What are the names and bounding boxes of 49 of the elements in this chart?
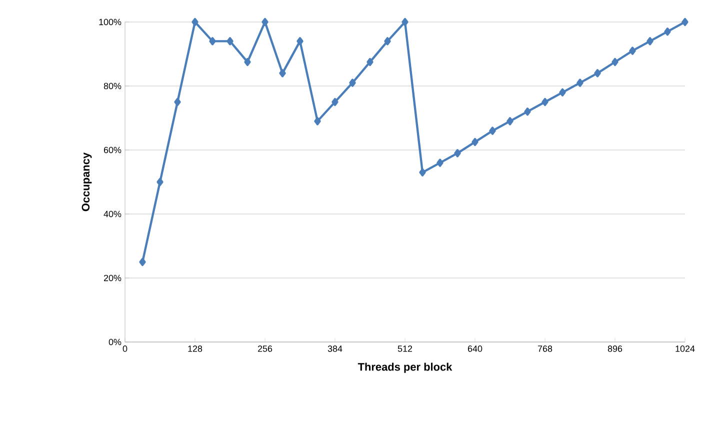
- point: [349, 78, 356, 87]
- x-tick-label: 1024: [676, 346, 695, 352]
- point: [542, 98, 548, 106]
- y-tick-label: 60%: [104, 146, 122, 154]
- point: [332, 98, 338, 106]
- x-tick-label: 0: [122, 346, 128, 352]
- y-tick-label: 100%: [99, 18, 122, 26]
- point: [436, 158, 444, 167]
- point: [192, 18, 198, 26]
- point: [454, 149, 461, 158]
- point: [419, 168, 426, 176]
- y-tick-label: 80%: [104, 82, 122, 90]
- point: [296, 37, 304, 46]
- point: [559, 88, 566, 96]
- point: [506, 117, 514, 126]
- point: [629, 46, 636, 55]
- y-tick-label: 20%: [104, 274, 122, 282]
- point: [489, 126, 496, 135]
- point: [174, 98, 181, 106]
- point: [524, 108, 531, 116]
- y-tick-label: 0%: [108, 338, 122, 346]
- x-tick-label: 384: [328, 346, 342, 352]
- point: [244, 58, 251, 66]
- point: [209, 37, 216, 46]
- point: [576, 78, 584, 87]
- point: [279, 69, 286, 78]
- point: [682, 18, 688, 26]
- y-axis-title: Occupancy: [82, 152, 92, 212]
- point: [139, 258, 146, 266]
- point: [262, 18, 268, 26]
- point: [384, 37, 391, 46]
- point: [226, 37, 234, 46]
- x-tick-label: 896: [608, 346, 622, 352]
- point: [646, 37, 654, 46]
- x-tick-label: 256: [258, 346, 272, 352]
- point: [402, 18, 408, 26]
- x-tick-label: 512: [398, 346, 412, 352]
- point: [314, 117, 321, 126]
- x-axis-title: Threads per block: [358, 362, 452, 373]
- point: [472, 138, 478, 146]
- point: [612, 58, 618, 66]
- point: [594, 69, 601, 78]
- x-tick-label: 640: [468, 346, 482, 352]
- x-tick-label: 768: [538, 346, 552, 352]
- point: [156, 178, 164, 186]
- point: [664, 28, 671, 36]
- x-tick-label: 128: [188, 346, 202, 352]
- point: [366, 58, 374, 66]
- y-tick-label: 40%: [104, 210, 122, 218]
